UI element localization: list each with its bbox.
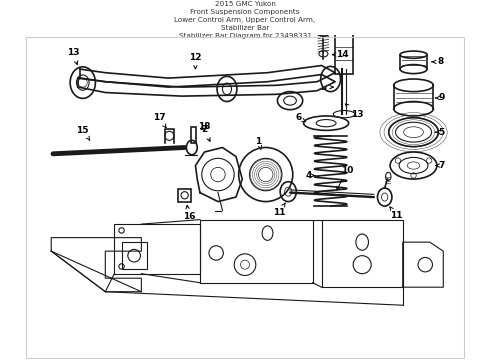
Text: 15: 15 [76, 126, 90, 140]
Text: 9: 9 [436, 94, 444, 103]
Text: 10: 10 [337, 166, 353, 190]
Text: 11: 11 [390, 207, 403, 220]
Text: 17: 17 [153, 113, 166, 128]
Text: 14: 14 [333, 50, 349, 59]
Text: 7: 7 [436, 161, 444, 170]
Text: 2: 2 [201, 125, 210, 141]
Bar [178, 189, 191, 202]
Bar [191, 127, 196, 143]
Text: 12: 12 [189, 53, 202, 69]
Polygon shape [114, 224, 200, 274]
Bar [335, 24, 353, 73]
Polygon shape [196, 148, 242, 202]
Text: 8: 8 [432, 57, 444, 66]
Text: 16: 16 [183, 206, 196, 221]
Polygon shape [403, 242, 443, 287]
Bar [122, 242, 147, 269]
Polygon shape [321, 220, 403, 287]
Polygon shape [200, 220, 313, 283]
Text: 4: 4 [306, 171, 315, 180]
Text: 13: 13 [345, 104, 364, 119]
Text: 11: 11 [273, 203, 286, 217]
Text: 2015 GMC Yukon
Front Suspension Components
Lower Control Arm, Upper Control Arm,: 2015 GMC Yukon Front Suspension Componen… [174, 1, 316, 39]
Text: 13: 13 [68, 48, 80, 64]
Text: 18: 18 [198, 122, 211, 131]
Text: 5: 5 [436, 128, 444, 137]
Text: 3: 3 [320, 82, 333, 91]
Text: 1: 1 [255, 137, 262, 149]
Polygon shape [78, 66, 335, 96]
Polygon shape [51, 238, 141, 292]
Text: 6: 6 [296, 113, 305, 122]
